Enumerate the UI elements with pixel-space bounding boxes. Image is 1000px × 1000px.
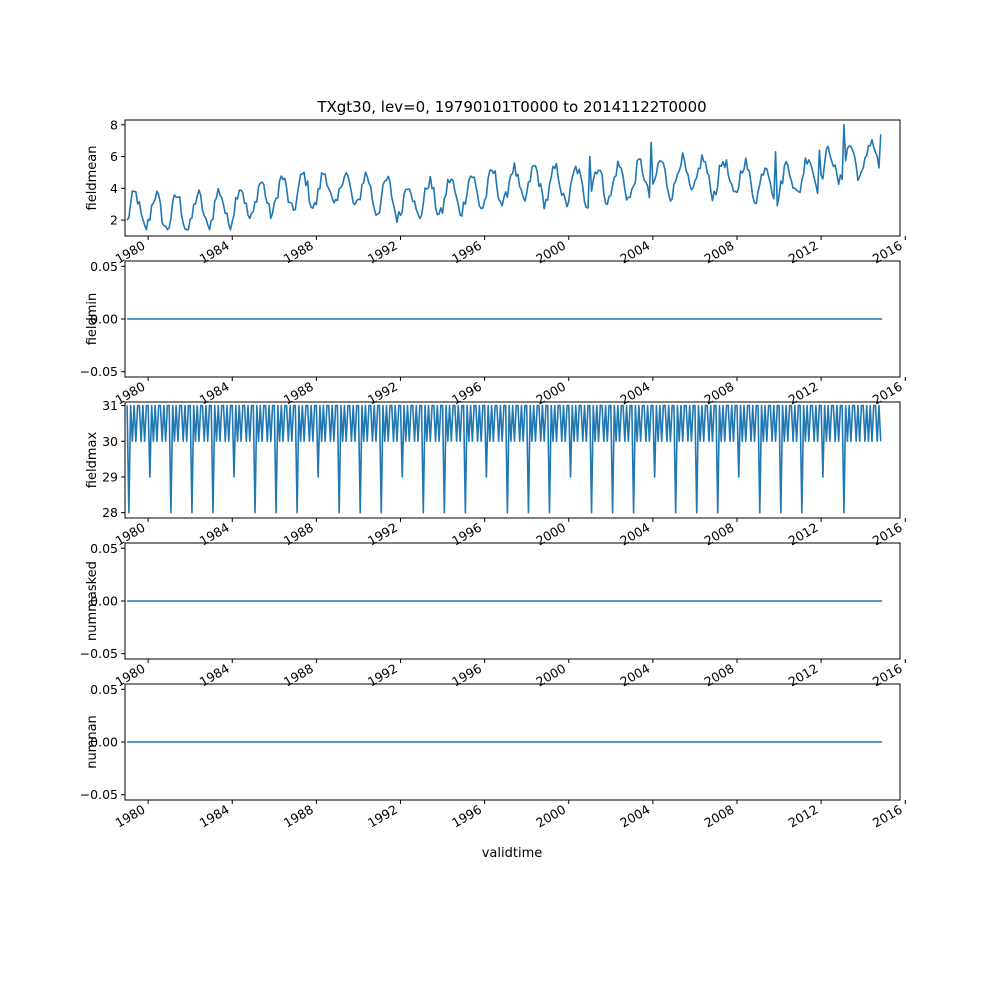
fieldmax-ytick-label: 29 <box>102 469 118 484</box>
figure-title: TXgt30, lev=0, 19790101T0000 to 20141122… <box>316 98 706 116</box>
nummasked-ytick-label: 0.00 <box>90 594 118 609</box>
fieldmean-series-line <box>126 123 882 231</box>
numnan-ytick-label: 0.00 <box>90 735 118 750</box>
fieldmean-ytick-label: 8 <box>110 117 118 132</box>
fieldmin-ytick-label: 0.00 <box>90 312 118 327</box>
fieldmean-ytick-label: 4 <box>110 181 118 196</box>
nummasked-axes-frame <box>124 542 901 660</box>
fieldmax-ytick-label: 30 <box>102 434 118 449</box>
fieldmean-ytick-label: 6 <box>110 149 118 164</box>
nummasked-ytick-label: −0.05 <box>80 646 118 661</box>
fieldmean-axes-frame <box>124 119 901 237</box>
numnan-ytick-label: −0.05 <box>80 787 118 802</box>
fieldmean-y-axis-label: fieldmean <box>85 146 100 211</box>
fieldmax-series-line <box>126 404 882 514</box>
numnan-axes-frame <box>124 683 901 801</box>
numnan-y-axis-label: numnan <box>85 715 100 769</box>
fieldmin-axes-frame <box>124 260 901 378</box>
fieldmax-ytick-label: 31 <box>102 398 118 413</box>
fieldmean-ytick-label: 2 <box>110 213 118 228</box>
nummasked-ytick-label: 0.05 <box>90 541 118 556</box>
nummasked-y-axis-label: nummasked <box>85 561 100 641</box>
fieldmin-ytick-label: 0.05 <box>90 259 118 274</box>
fieldmin-ytick-label: −0.05 <box>80 364 118 379</box>
fieldmin-y-axis-label: fieldmin <box>85 293 100 346</box>
fieldmax-axes-frame <box>124 401 901 519</box>
numnan-ytick-label: 0.05 <box>90 682 118 697</box>
fieldmax-y-axis-label: fieldmax <box>85 432 100 489</box>
x-axis-label: validtime <box>482 846 543 861</box>
fieldmax-ytick-label: 28 <box>102 505 118 520</box>
